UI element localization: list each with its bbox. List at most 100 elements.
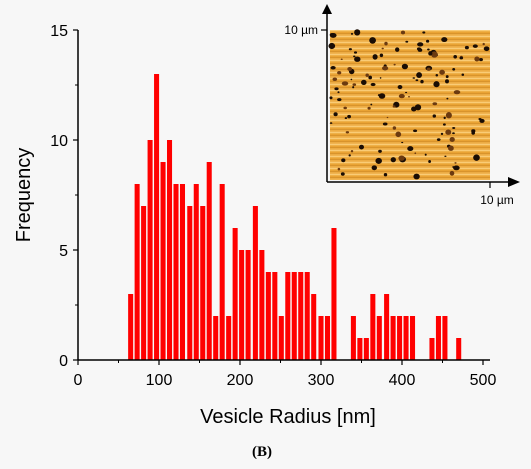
histogram-bar [291, 272, 297, 360]
afm-particle [368, 75, 373, 80]
afm-particle [446, 97, 449, 100]
histogram-bar [167, 140, 173, 360]
afm-particle [370, 103, 373, 106]
y-axis-ticks: 0 5 10 15 [50, 23, 78, 370]
afm-particle [461, 73, 465, 76]
figure-caption: (B) [252, 444, 272, 460]
x-tick-label: 100 [146, 372, 173, 389]
afm-particle [483, 46, 490, 52]
afm-particle [328, 42, 336, 50]
histogram-bar [318, 316, 324, 360]
histogram-bar [193, 184, 199, 360]
afm-particle [333, 112, 338, 117]
histogram-bar [160, 162, 166, 360]
afm-particle [407, 146, 414, 152]
plot-area: 0 100 200 300 400 500 0 5 10 15 [50, 23, 496, 389]
afm-particle [417, 48, 423, 52]
inset-y-arrowhead-icon [322, 4, 332, 14]
afm-particle [471, 131, 476, 135]
histogram-bar [147, 140, 153, 360]
afm-particle [392, 105, 396, 108]
x-tick-label: 500 [470, 372, 497, 389]
afm-particle [414, 152, 417, 155]
histogram-bar [219, 184, 225, 360]
histogram-bar [187, 206, 193, 360]
afm-particle [400, 30, 406, 35]
histogram-bar [357, 338, 363, 360]
afm-particle [347, 67, 353, 71]
afm-particle [459, 56, 464, 60]
afm-particle [361, 79, 367, 86]
histogram-bar [259, 250, 265, 360]
afm-particle [433, 81, 440, 88]
afm-particle [405, 40, 409, 43]
afm-particle [427, 48, 430, 51]
afm-particle [445, 112, 452, 119]
afm-height-map-image [330, 30, 490, 180]
afm-particle [329, 32, 337, 38]
histogram-bar [370, 294, 376, 360]
afm-particle [341, 81, 349, 86]
histogram-bar [410, 316, 416, 360]
afm-particle [413, 173, 420, 180]
afm-particle [428, 160, 431, 163]
histogram-bar [154, 74, 160, 360]
afm-particle [408, 95, 410, 98]
afm-particle [449, 170, 455, 176]
afm-particle [365, 73, 369, 77]
x-tick-label: 200 [227, 372, 254, 389]
afm-particle [420, 79, 424, 84]
afm-particle [383, 172, 388, 177]
afm-particle [453, 90, 461, 95]
afm-particle [382, 122, 388, 126]
afm-particle [341, 158, 346, 163]
histogram-bar [403, 316, 409, 360]
histogram-bar [429, 338, 435, 360]
afm-particle [353, 51, 358, 54]
afm-particle [401, 63, 408, 70]
afm-particle [345, 131, 350, 134]
histogram-bar [363, 338, 369, 360]
histogram-bar [232, 228, 238, 360]
afm-particle [452, 166, 455, 168]
afm-inset: 10 µm 10 µm [284, 4, 520, 207]
afm-particle [371, 165, 377, 171]
afm-particles [328, 29, 490, 180]
afm-particle [354, 29, 361, 36]
histogram-bar [141, 206, 147, 360]
afm-particle [442, 123, 446, 126]
afm-particle [375, 157, 382, 164]
afm-particle [372, 54, 378, 60]
afm-particle [348, 48, 352, 51]
afm-particle [439, 69, 445, 75]
afm-particle [340, 172, 345, 176]
afm-particle [432, 102, 438, 106]
afm-particle [440, 132, 444, 136]
afm-particle [337, 98, 342, 102]
afm-particle [370, 82, 376, 87]
afm-particle [398, 155, 405, 161]
afm-particle [379, 53, 384, 58]
afm-particle [452, 67, 456, 71]
afm-particle [452, 132, 455, 135]
histogram-bar [285, 272, 291, 360]
afm-particle [445, 79, 449, 84]
histogram-bar [298, 272, 304, 360]
afm-particle [453, 55, 458, 59]
x-tick-label: 300 [308, 372, 335, 389]
histogram-bar [252, 206, 258, 360]
afm-particle [337, 91, 340, 94]
afm-particle [367, 106, 371, 110]
afm-particle [479, 58, 483, 62]
afm-particle [449, 137, 455, 142]
afm-particle [452, 127, 456, 129]
afm-particle [436, 138, 441, 141]
afm-particle [350, 78, 353, 81]
afm-particle [390, 157, 396, 163]
afm-particle [340, 58, 343, 60]
afm-particle [378, 93, 386, 99]
afm-particle [441, 37, 448, 43]
afm-particle [454, 162, 457, 164]
histogram-bar [384, 294, 390, 360]
afm-particle [359, 144, 364, 150]
